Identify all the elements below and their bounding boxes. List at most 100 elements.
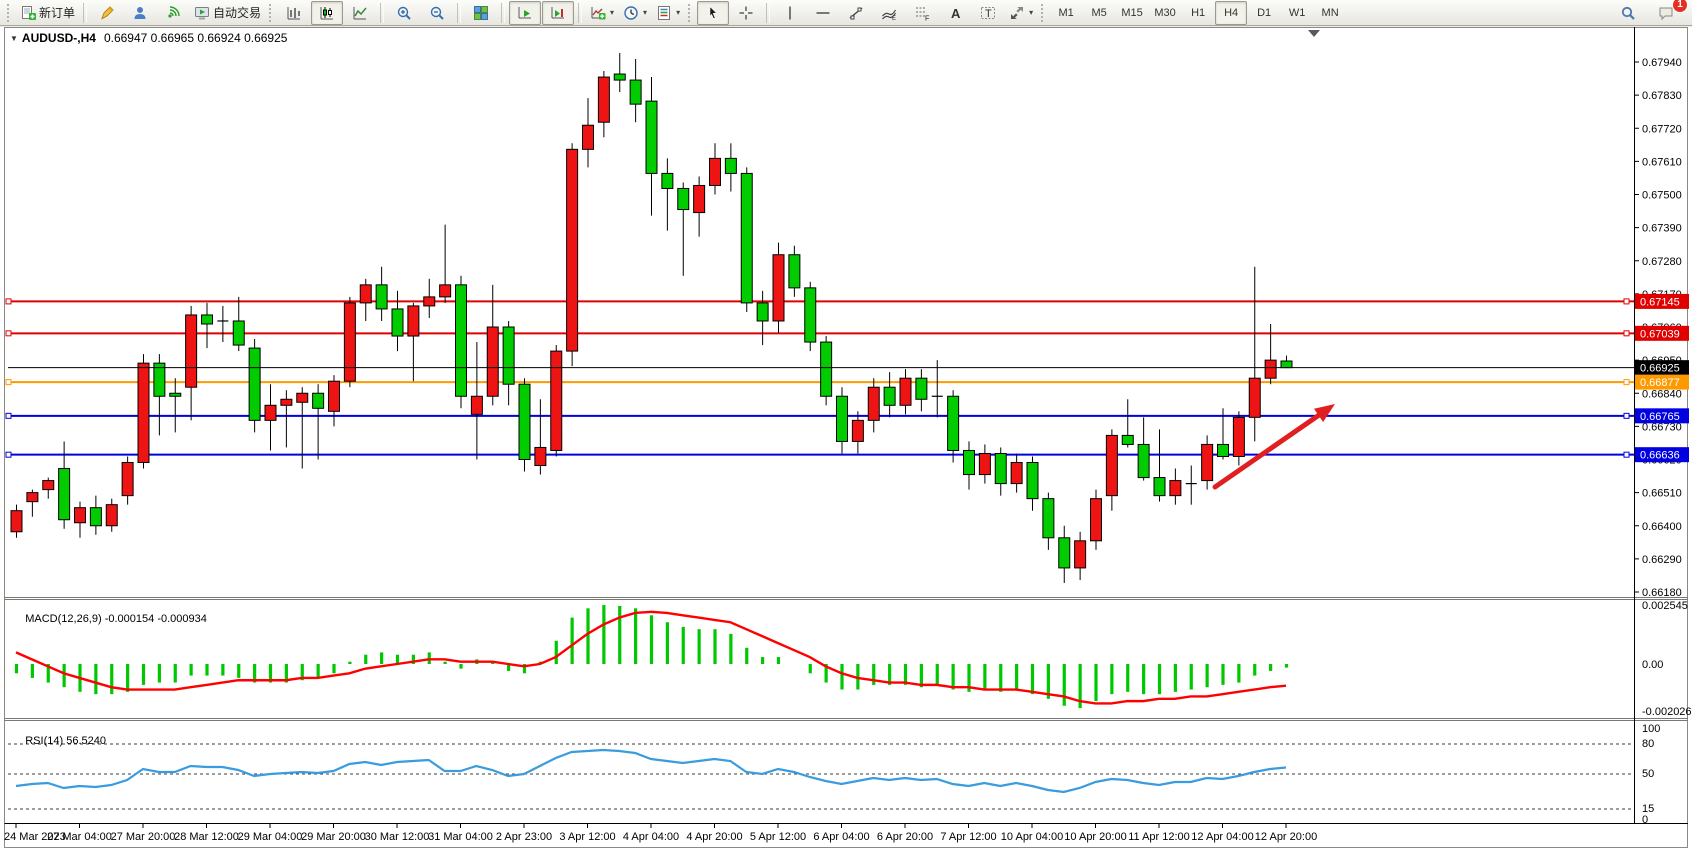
styler-button[interactable]: [91, 1, 123, 25]
crosshair-button[interactable]: [730, 1, 762, 25]
price-tag: [1635, 447, 1689, 463]
macd-scale-label: -0.002026: [1642, 706, 1692, 718]
line-chart-button[interactable]: [344, 1, 376, 25]
search-icon: [1621, 6, 1635, 20]
template-icon: [658, 5, 671, 20]
candle: [26, 492, 39, 503]
candle: [74, 507, 86, 524]
candle: [1026, 462, 1039, 500]
timeframe-button-h4[interactable]: H4: [1215, 0, 1248, 25]
vertical-line-button[interactable]: [774, 1, 806, 25]
candle: [756, 302, 769, 322]
chart-area[interactable]: 0.67940 0.67830 0.67720 0.67610 0.67500 0.673…: [0, 27, 1692, 851]
candle: [1280, 360, 1293, 369]
line-anchor-handle[interactable]: [1623, 330, 1630, 337]
vline-icon: [789, 6, 791, 19]
candle: [550, 350, 563, 451]
timeframe-button-h1[interactable]: H1: [1182, 1, 1214, 25]
candlestick-chart-button[interactable]: [311, 0, 344, 25]
zoom-in-icon: [397, 6, 411, 20]
candle: [455, 284, 467, 397]
candle: [1121, 434, 1134, 445]
price-tag: [1635, 293, 1689, 309]
timeframe-button-d1-label: D1: [1257, 6, 1272, 19]
zoom-in-button[interactable]: [388, 1, 420, 25]
tile-windows-button[interactable]: [465, 1, 497, 25]
line-anchor-handle[interactable]: [1623, 412, 1630, 419]
time-scale-label: 5 Apr 12:00: [750, 831, 806, 843]
chart-shift-marker[interactable]: [1308, 30, 1320, 37]
line-anchor-handle[interactable]: [1623, 451, 1630, 458]
community-button[interactable]: [124, 1, 156, 25]
price-scale-label: 0.66510: [1642, 488, 1682, 500]
chart-shift-button[interactable]: [542, 0, 575, 25]
linechart-icon: [353, 6, 367, 19]
candle: [1090, 498, 1102, 542]
signal-icon: [168, 5, 180, 18]
label-button[interactable]: T: [972, 1, 1004, 25]
crosshair-icon: [739, 6, 753, 19]
trendline-button[interactable]: [840, 1, 872, 25]
candle: [915, 377, 928, 400]
line-anchor-handle[interactable]: [5, 330, 12, 337]
time-scale-label: 12 Apr 20:00: [1255, 831, 1317, 843]
autotrading-button[interactable]: 自动交易: [190, 1, 265, 25]
notifications-button[interactable]: 1: [1650, 0, 1688, 25]
candle: [1153, 477, 1166, 497]
line-anchor-handle[interactable]: [5, 379, 12, 386]
candle: [994, 452, 1007, 485]
toolbar-separator: [766, 2, 771, 23]
line-anchor-handle[interactable]: [5, 412, 12, 419]
cursor-button[interactable]: [697, 0, 730, 25]
timeframe-button-m30[interactable]: M30: [1149, 1, 1181, 25]
candle: [597, 76, 610, 123]
candle: [121, 462, 134, 497]
arrows-button[interactable]: ▾: [1005, 1, 1037, 25]
clock-icon: [624, 5, 638, 20]
candle: [89, 507, 102, 527]
candle: [264, 404, 277, 421]
candle: [359, 284, 372, 304]
price-scale-label: 0.66840: [1642, 388, 1682, 400]
auto-scroll-button[interactable]: [509, 0, 542, 25]
toolbar-grip[interactable]: [269, 3, 274, 22]
time-scale-label: 3 Apr 12:00: [559, 831, 615, 843]
toolbar-grip[interactable]: [688, 3, 693, 22]
horizontal-line-button[interactable]: [807, 1, 839, 25]
templates-button[interactable]: ▾: [652, 1, 684, 25]
timeframe-button-m5[interactable]: M5: [1083, 1, 1115, 25]
toolbar-grip[interactable]: [1041, 3, 1046, 22]
candle: [1264, 359, 1277, 379]
periods-button[interactable]: ▾: [619, 1, 651, 25]
timeframe-button-mn-label: MN: [1321, 6, 1339, 19]
rsi-scale-label: 80: [1642, 738, 1654, 750]
timeframe-button-mn[interactable]: MN: [1314, 1, 1346, 25]
search-button[interactable]: [1612, 1, 1644, 25]
signals-button[interactable]: [157, 1, 189, 25]
channel-button[interactable]: E: [873, 1, 905, 25]
line-anchor-handle[interactable]: [1623, 379, 1630, 386]
new-order-button[interactable]: 新订单: [16, 1, 79, 25]
line-anchor-handle[interactable]: [5, 451, 12, 458]
timeframe-button-m1[interactable]: M1: [1050, 1, 1082, 25]
trend-arrow-object[interactable]: [1212, 404, 1335, 490]
price-scale-label: 0.67280: [1642, 256, 1682, 268]
zoom-out-button[interactable]: [421, 1, 453, 25]
candle: [1042, 498, 1055, 539]
price-tag: [1635, 325, 1689, 341]
time-scale-label: 10 Apr 04:00: [1001, 831, 1063, 843]
bar-chart-button[interactable]: [278, 1, 310, 25]
candle: [709, 157, 721, 186]
timeframe-button-m15[interactable]: M15: [1116, 1, 1148, 25]
text-button[interactable]: A: [939, 1, 971, 25]
timeframe-button-w1[interactable]: W1: [1281, 1, 1313, 25]
line-anchor-handle[interactable]: [1623, 298, 1630, 305]
candle: [661, 172, 674, 189]
fibonacci-button[interactable]: F: [906, 1, 938, 25]
line-anchor-handle[interactable]: [5, 298, 12, 305]
timeframe-button-d1[interactable]: D1: [1248, 1, 1280, 25]
notification-badge: 1: [1672, 0, 1688, 13]
toolbar-grip[interactable]: [7, 3, 12, 22]
indicators-button[interactable]: ▾: [586, 1, 618, 25]
